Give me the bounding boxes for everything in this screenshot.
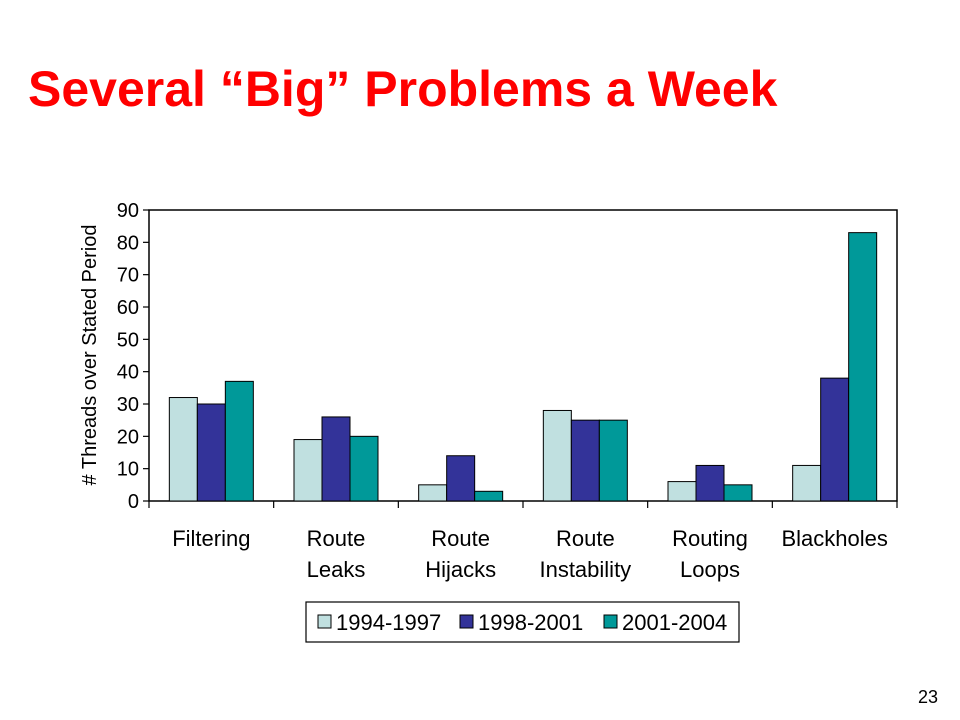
bar-1998-2001-5 [820, 377, 850, 502]
category-label: Blackholes [781, 526, 887, 551]
chart-legend: 1994-1997 1998-2001 2001-2004 [305, 601, 740, 643]
category-label: Route [431, 526, 490, 551]
plot-area [148, 209, 898, 502]
y-tick-label: 0 [128, 491, 139, 513]
y-tick-label: 20 [117, 426, 139, 448]
category-label: Filtering [172, 526, 250, 551]
legend-box [305, 601, 740, 643]
legend-label: 1998-2001 [478, 610, 583, 635]
bar-2001-2004-1 [349, 435, 379, 502]
category-label: Instability [539, 557, 631, 582]
y-tick-label: 10 [117, 459, 139, 481]
y-axis-ticks: 0 10 20 30 40 50 60 70 80 90 [117, 200, 149, 513]
bar-1998-2001-3 [570, 419, 600, 502]
bar-1998-2001-4 [695, 464, 725, 502]
bar-2001-2004-4 [723, 484, 753, 502]
bar-2001-2004-3 [598, 419, 628, 502]
bar-1998-2001-1 [321, 416, 351, 502]
legend-label: 2001-2004 [622, 610, 727, 635]
slide-title: Several “Big” Problems a Week [28, 61, 778, 117]
bar-1994-1997-0 [168, 397, 198, 502]
category-label: Route [307, 526, 366, 551]
bar-2001-2004-5 [848, 232, 878, 502]
plot-frame [148, 209, 898, 502]
y-tick-label: 40 [117, 362, 139, 384]
y-tick-label: 80 [117, 232, 139, 254]
category-label: Hijacks [425, 557, 496, 582]
legend-swatch-1994-1997 [317, 614, 332, 629]
category-label: Leaks [307, 557, 366, 582]
bar-2001-2004-2 [474, 490, 504, 502]
y-tick-label: 90 [117, 200, 139, 222]
bar-2001-2004-0 [224, 380, 254, 502]
slide-number: 23 [917, 687, 938, 707]
bar-1994-1997-1 [293, 439, 323, 502]
x-axis-category-labels: Filtering Route Leaks Route Hijacks Route Inst… [148, 501, 898, 582]
category-label: Loops [680, 557, 740, 582]
bar-1994-1997-5 [792, 464, 822, 502]
category-label: Routing [672, 526, 748, 551]
y-tick-label: 60 [117, 297, 139, 319]
bar-1998-2001-2 [446, 455, 476, 502]
y-axis-title: # Threads over Stated Period [79, 225, 101, 486]
bar-1998-2001-0 [196, 403, 226, 502]
bar-1994-1997-4 [667, 481, 697, 502]
bar-1994-1997-3 [542, 409, 572, 502]
y-tick-label: 70 [117, 265, 139, 287]
bar-1994-1997-2 [418, 484, 448, 502]
y-tick-label: 50 [117, 329, 139, 351]
category-label: Route [556, 526, 615, 551]
legend-swatch-1998-2001 [459, 614, 474, 629]
legend-label: 1994-1997 [336, 610, 441, 635]
legend-swatch-2001-2004 [603, 614, 618, 629]
y-tick-label: 30 [117, 394, 139, 416]
